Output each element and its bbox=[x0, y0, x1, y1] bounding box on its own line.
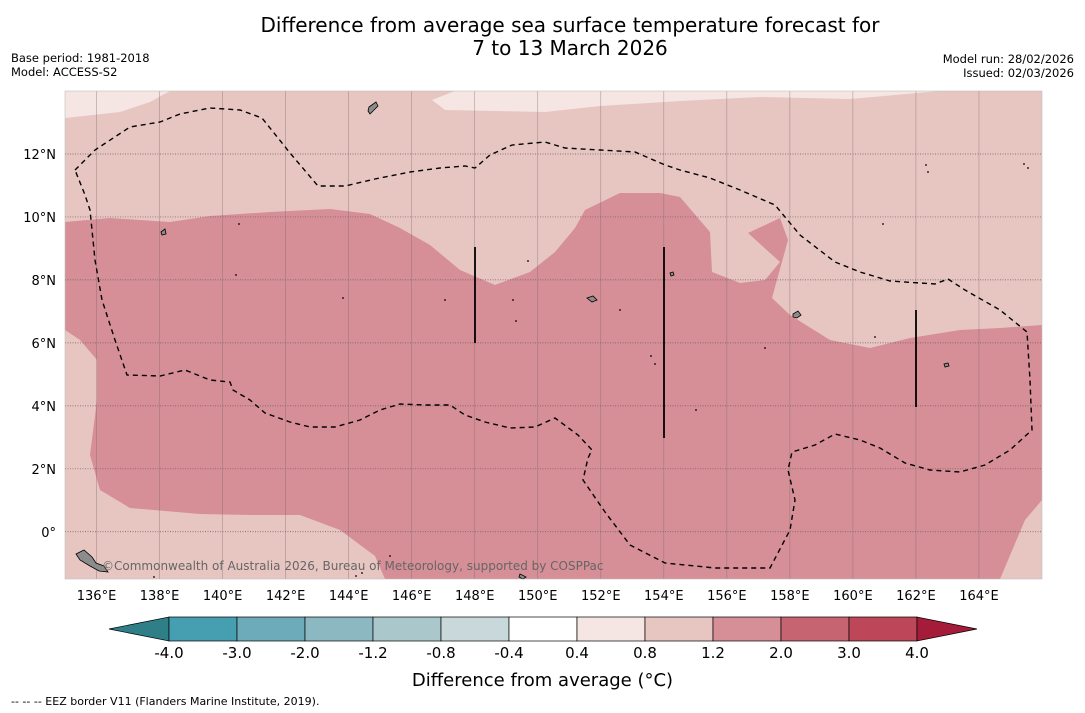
longitude-tick-label: 150°E bbox=[518, 589, 558, 604]
colorbar-tick-label: 0.4 bbox=[565, 644, 589, 662]
colorbar-tick-label: -0.4 bbox=[494, 644, 523, 662]
colorbar-tick-label: -3.0 bbox=[222, 644, 251, 662]
anomaly-band-0.4-0.8-north bbox=[65, 91, 170, 118]
colorbar-title: Difference from average (°C) bbox=[411, 670, 674, 691]
colorbar-tick-label: 3.0 bbox=[837, 644, 861, 662]
base-period: Base period: 1981-2018 bbox=[11, 51, 150, 65]
longitude-tick-label: 152°E bbox=[581, 589, 621, 604]
colorbar: -4.0 -3.0 -2.0 -1.2 -0.8 -0.4 0.4 0.8 1.2 2.0 3.0 4… bbox=[108, 616, 978, 662]
latitude-tick-label: 4°N bbox=[32, 400, 57, 415]
longitude-tick-label: 148°E bbox=[455, 589, 495, 604]
latitude-tick-labels: 0° 2°N 4°N 6°N 8°N 10°N 12°N bbox=[23, 148, 56, 541]
longitude-tick-label: 144°E bbox=[329, 589, 369, 604]
island-east-1 bbox=[669, 271, 675, 277]
longitude-tick-labels: 136°E 138°E 140°E 142°E 144°E 146°E 148°E 150°E… bbox=[77, 589, 999, 604]
longitude-tick-label: 140°E bbox=[203, 589, 243, 604]
latitude-tick-label: 0° bbox=[41, 526, 56, 541]
latitude-tick-label: 6°N bbox=[32, 337, 57, 352]
colorbar-bin bbox=[372, 616, 442, 642]
meta-right: Model run: 28/02/2026 Issued: 02/03/2026 bbox=[943, 52, 1074, 80]
colorbar-bin bbox=[508, 616, 578, 642]
colorbar-bin bbox=[712, 616, 782, 642]
colorbar-tick-label: 4.0 bbox=[905, 644, 929, 662]
colorbar-tick-label: -0.8 bbox=[426, 644, 455, 662]
longitude-tick-label: 146°E bbox=[392, 589, 432, 604]
longitude-tick-label: 156°E bbox=[707, 589, 747, 604]
issued-date: Issued: 02/03/2026 bbox=[963, 66, 1074, 80]
colorbar-tick-label: -1.2 bbox=[358, 644, 387, 662]
eez-border bbox=[74, 107, 1033, 569]
colorbar-tick-label: 0.8 bbox=[633, 644, 657, 662]
anomaly-band-1.2-2.0 bbox=[65, 193, 1042, 579]
map-title: Difference from average sea surface temp… bbox=[0, 14, 1085, 60]
colorbar-extend-high bbox=[916, 616, 978, 642]
latitude-tick-label: 8°N bbox=[32, 274, 57, 289]
longitude-tick-label: 138°E bbox=[140, 589, 180, 604]
colorbar-bin bbox=[440, 616, 510, 642]
colorbar-bin bbox=[576, 616, 646, 642]
longitude-tick-label: 142°E bbox=[266, 589, 306, 604]
colorbar-bin bbox=[236, 616, 306, 642]
longitude-tick-label: 154°E bbox=[644, 589, 684, 604]
colorbar-tick-label: 1.2 bbox=[701, 644, 725, 662]
island-sw-1 bbox=[75, 549, 109, 573]
map-frame bbox=[64, 90, 1043, 580]
island-pohnpei bbox=[792, 310, 802, 319]
latitude-tick-label: 12°N bbox=[23, 148, 56, 163]
island-kosrae bbox=[943, 362, 950, 368]
longitude-tick-label: 164°E bbox=[959, 589, 999, 604]
anomaly-band-0.4-0.8-northeast bbox=[432, 91, 940, 112]
latitude-tick-label: 2°N bbox=[32, 463, 57, 478]
longitude-tick-label: 160°E bbox=[833, 589, 873, 604]
island-dots bbox=[153, 163, 1029, 578]
colorbar-tick-label: -4.0 bbox=[154, 644, 183, 662]
island-caroline-west bbox=[160, 228, 167, 236]
title-line-1: Difference from average sea surface temp… bbox=[260, 13, 880, 37]
colorbar-bin bbox=[644, 616, 714, 642]
longitude-tick-label: 162°E bbox=[896, 589, 936, 604]
title-line-2: 7 to 13 March 2026 bbox=[472, 36, 668, 60]
colorbar-bin bbox=[304, 616, 374, 642]
eez-footnote: -- -- -- EEZ border V11 (Flanders Marine… bbox=[11, 695, 320, 708]
longitude-tick-label: 136°E bbox=[77, 589, 117, 604]
colorbar-bin bbox=[848, 616, 918, 642]
islands bbox=[75, 101, 950, 580]
colorbar-bin bbox=[780, 616, 850, 642]
island-mid bbox=[586, 295, 598, 303]
model-name: Model: ACCESS-S2 bbox=[11, 65, 118, 79]
colorbar-extend-low bbox=[108, 616, 170, 642]
colorbar-tick-label: 2.0 bbox=[769, 644, 793, 662]
latitude-tick-label: 10°N bbox=[23, 211, 56, 226]
colorbar-tick-label: -2.0 bbox=[290, 644, 319, 662]
colorbar-bin bbox=[168, 616, 238, 642]
model-run: Model run: 28/02/2026 bbox=[942, 52, 1074, 66]
copyright-notice: ©Commonwealth of Australia 2026, Bureau … bbox=[102, 559, 604, 573]
meta-left: Base period: 1981-2018 Model: ACCESS-S2 bbox=[11, 51, 150, 79]
longitude-tick-label: 158°E bbox=[770, 589, 810, 604]
island-north bbox=[367, 101, 379, 115]
